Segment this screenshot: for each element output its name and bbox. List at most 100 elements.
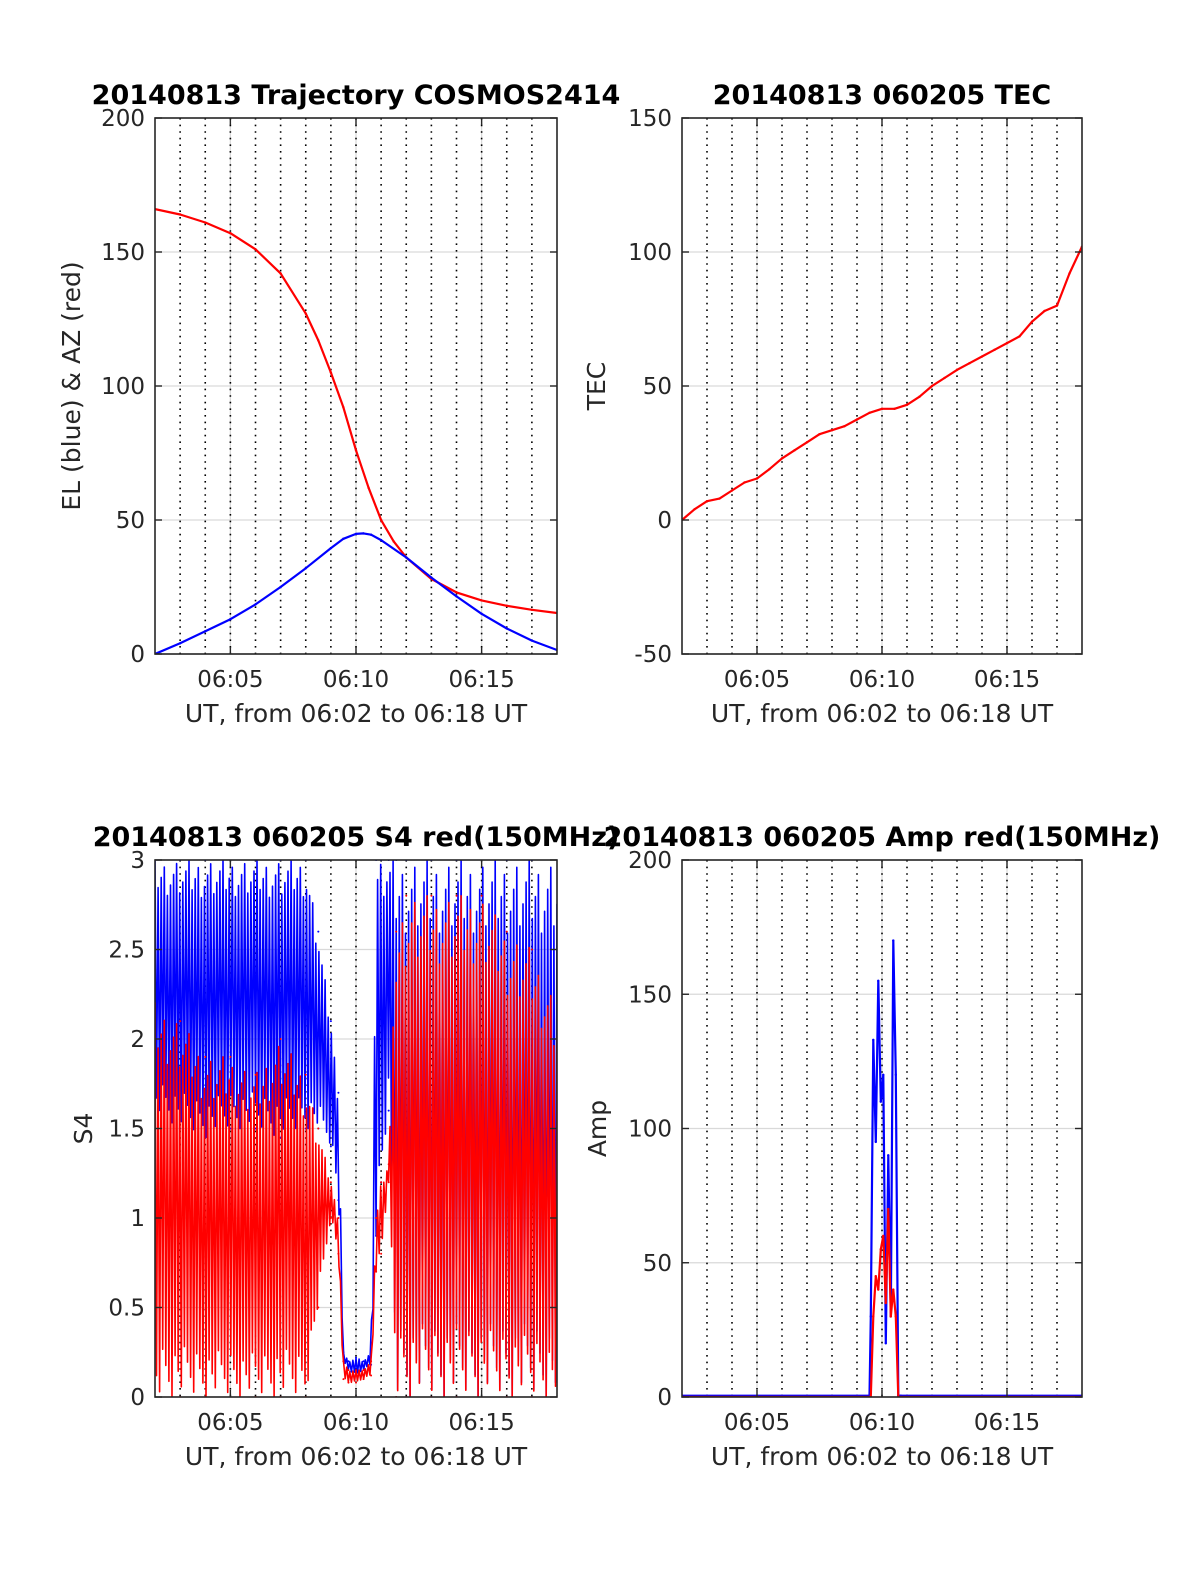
data-point [342,406,345,409]
data-point [882,1234,885,1238]
data-point [887,1154,890,1157]
data-point [1005,341,1009,345]
data-point [229,232,232,235]
data-point [768,467,771,471]
data-point-max [304,1073,307,1076]
chart-panel-1: 0 50 100 150 200 06:05 06:10 06:15 20140813 Traj… [57,80,620,728]
x-tick-label: 06:15 [974,1410,1040,1436]
data-point [905,403,909,406]
data-point-max [317,1127,320,1130]
y-tick-label: 100 [628,240,672,266]
data-point [342,537,345,540]
data-point-max [375,1217,378,1219]
series-1 [682,939,1082,1397]
data-point [943,376,946,380]
data-point-max [342,1360,345,1363]
data-point [868,411,871,414]
data-point [329,546,333,550]
data-point [874,1140,877,1144]
x-tick-label: 06:05 [724,1410,790,1436]
y-tick-label: 0 [657,1385,672,1411]
x-tick-label: 06:05 [197,1410,263,1436]
data-point [993,348,996,352]
y-tick-label: 0 [130,642,145,668]
data-point [894,1315,897,1318]
data-point [480,599,483,602]
data-point-max [370,1360,373,1363]
data-point [879,1100,882,1103]
data-point-max [329,1020,332,1023]
data-point-max [455,894,458,897]
data-point [204,630,207,633]
data-point [317,339,320,342]
data-point [882,1073,885,1077]
data-point [254,603,257,606]
y-tick-label: 150 [628,106,672,132]
data-point [405,556,408,559]
data-point [693,508,696,511]
data-point [880,407,884,410]
data-point-max [430,894,433,897]
x-tick-label: 06:15 [448,667,514,693]
data-point-min [337,1252,340,1255]
data-point [877,1288,880,1291]
y-axis-label: EL (blue) & AZ (red) [57,261,86,510]
data-point [1030,320,1034,323]
x-axis-label: UT, from 06:02 to 06:18 UT [711,1442,1054,1471]
y-axis-label: TEC [582,362,611,412]
data-point [887,1207,890,1211]
y-axis-label: S4 [69,1113,98,1145]
data-point [369,533,373,536]
y-tick-label: 2.5 [108,938,145,964]
data-point [843,425,846,428]
data-point-max [395,930,398,933]
y-tick-label: 100 [628,1117,672,1143]
data-point [879,1248,882,1251]
x-tick-label: 06:05 [724,667,790,693]
chart-panel-2: -50 0 50 100 150 06:05 06:10 06:15 20140813 0602… [582,80,1083,728]
data-point [884,1301,887,1305]
x-tick-label: 06:15 [448,1410,514,1436]
data-point [1068,272,1071,275]
data-point [955,368,959,372]
data-point [354,449,358,452]
data-point [980,355,984,358]
x-axis-label: UT, from 06:02 to 06:18 UT [711,699,1054,728]
data-point-max [387,1163,390,1166]
data-point-max [204,1055,207,1058]
y-tick-label: 50 [643,1251,672,1277]
data-point [894,1073,897,1077]
chart-panel-4: 0 50 100 150 200 06:05 06:10 06:15 20140813 0602… [583,822,1160,1471]
data-point [830,429,834,432]
data-point [892,1288,895,1291]
data-point-min [380,1252,383,1255]
data-point-max [505,930,508,933]
data-point [392,540,395,543]
data-point [874,1274,877,1278]
data-point [304,312,307,315]
data-point [968,362,971,365]
data-point [718,497,721,500]
data-point-max [362,1369,365,1372]
y-axis-label: Amp [583,1100,612,1157]
data-point-max [380,1181,383,1184]
data-point-max [179,1020,182,1023]
chart-title: 20140813 060205 TEC [713,80,1052,111]
data-point-max [347,1360,350,1363]
data-point-min [337,1199,340,1202]
data-point-max [355,1356,357,1359]
data-point-max [347,1369,350,1372]
data-point [705,500,709,503]
series-line [682,939,1082,1397]
data-point [892,939,895,942]
y-tick-label: 50 [116,508,145,534]
data-point [872,1038,875,1042]
data-point-min [342,1378,345,1381]
data-point-min [387,1181,390,1184]
y-tick-label: 150 [628,982,672,1008]
data-point [793,449,796,452]
data-point [329,371,333,374]
y-tick-label: 1 [130,1206,145,1232]
data-point [1018,335,1021,338]
chart-title: 20140813 Trajectory COSMOS2414 [92,80,621,111]
